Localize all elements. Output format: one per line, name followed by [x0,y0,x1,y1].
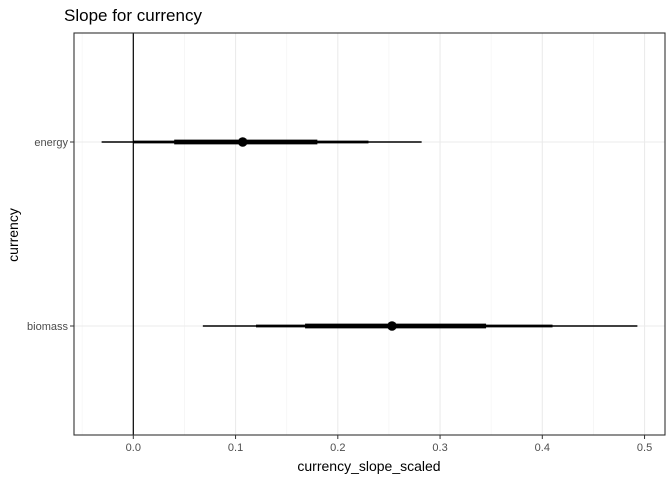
x-tick-label: 0.0 [126,442,141,454]
y-tick-label: biomass [27,321,68,333]
point-estimate-energy [237,137,248,147]
x-tick-label: 0.3 [432,442,447,454]
x-tick-label: 0.5 [637,442,652,454]
chart-title: Slope for currency [64,6,202,25]
point-estimate-biomass [387,321,397,331]
y-axis: energy biomass [27,137,74,333]
x-tick-label: 0.2 [330,442,345,454]
panel-border [73,32,666,436]
x-tick-label: 0.4 [535,442,550,454]
panel-background [74,33,665,435]
x-tick-label: 0.1 [228,442,243,454]
plot-panel [73,32,666,436]
data-layer [101,137,638,331]
x-axis-title: currency_slope_scaled [297,458,440,474]
y-tick-label: energy [34,137,68,149]
y-axis-title: currency [5,208,21,262]
x-axis: 0.0 0.1 0.2 0.3 0.4 0.5 [126,435,652,454]
